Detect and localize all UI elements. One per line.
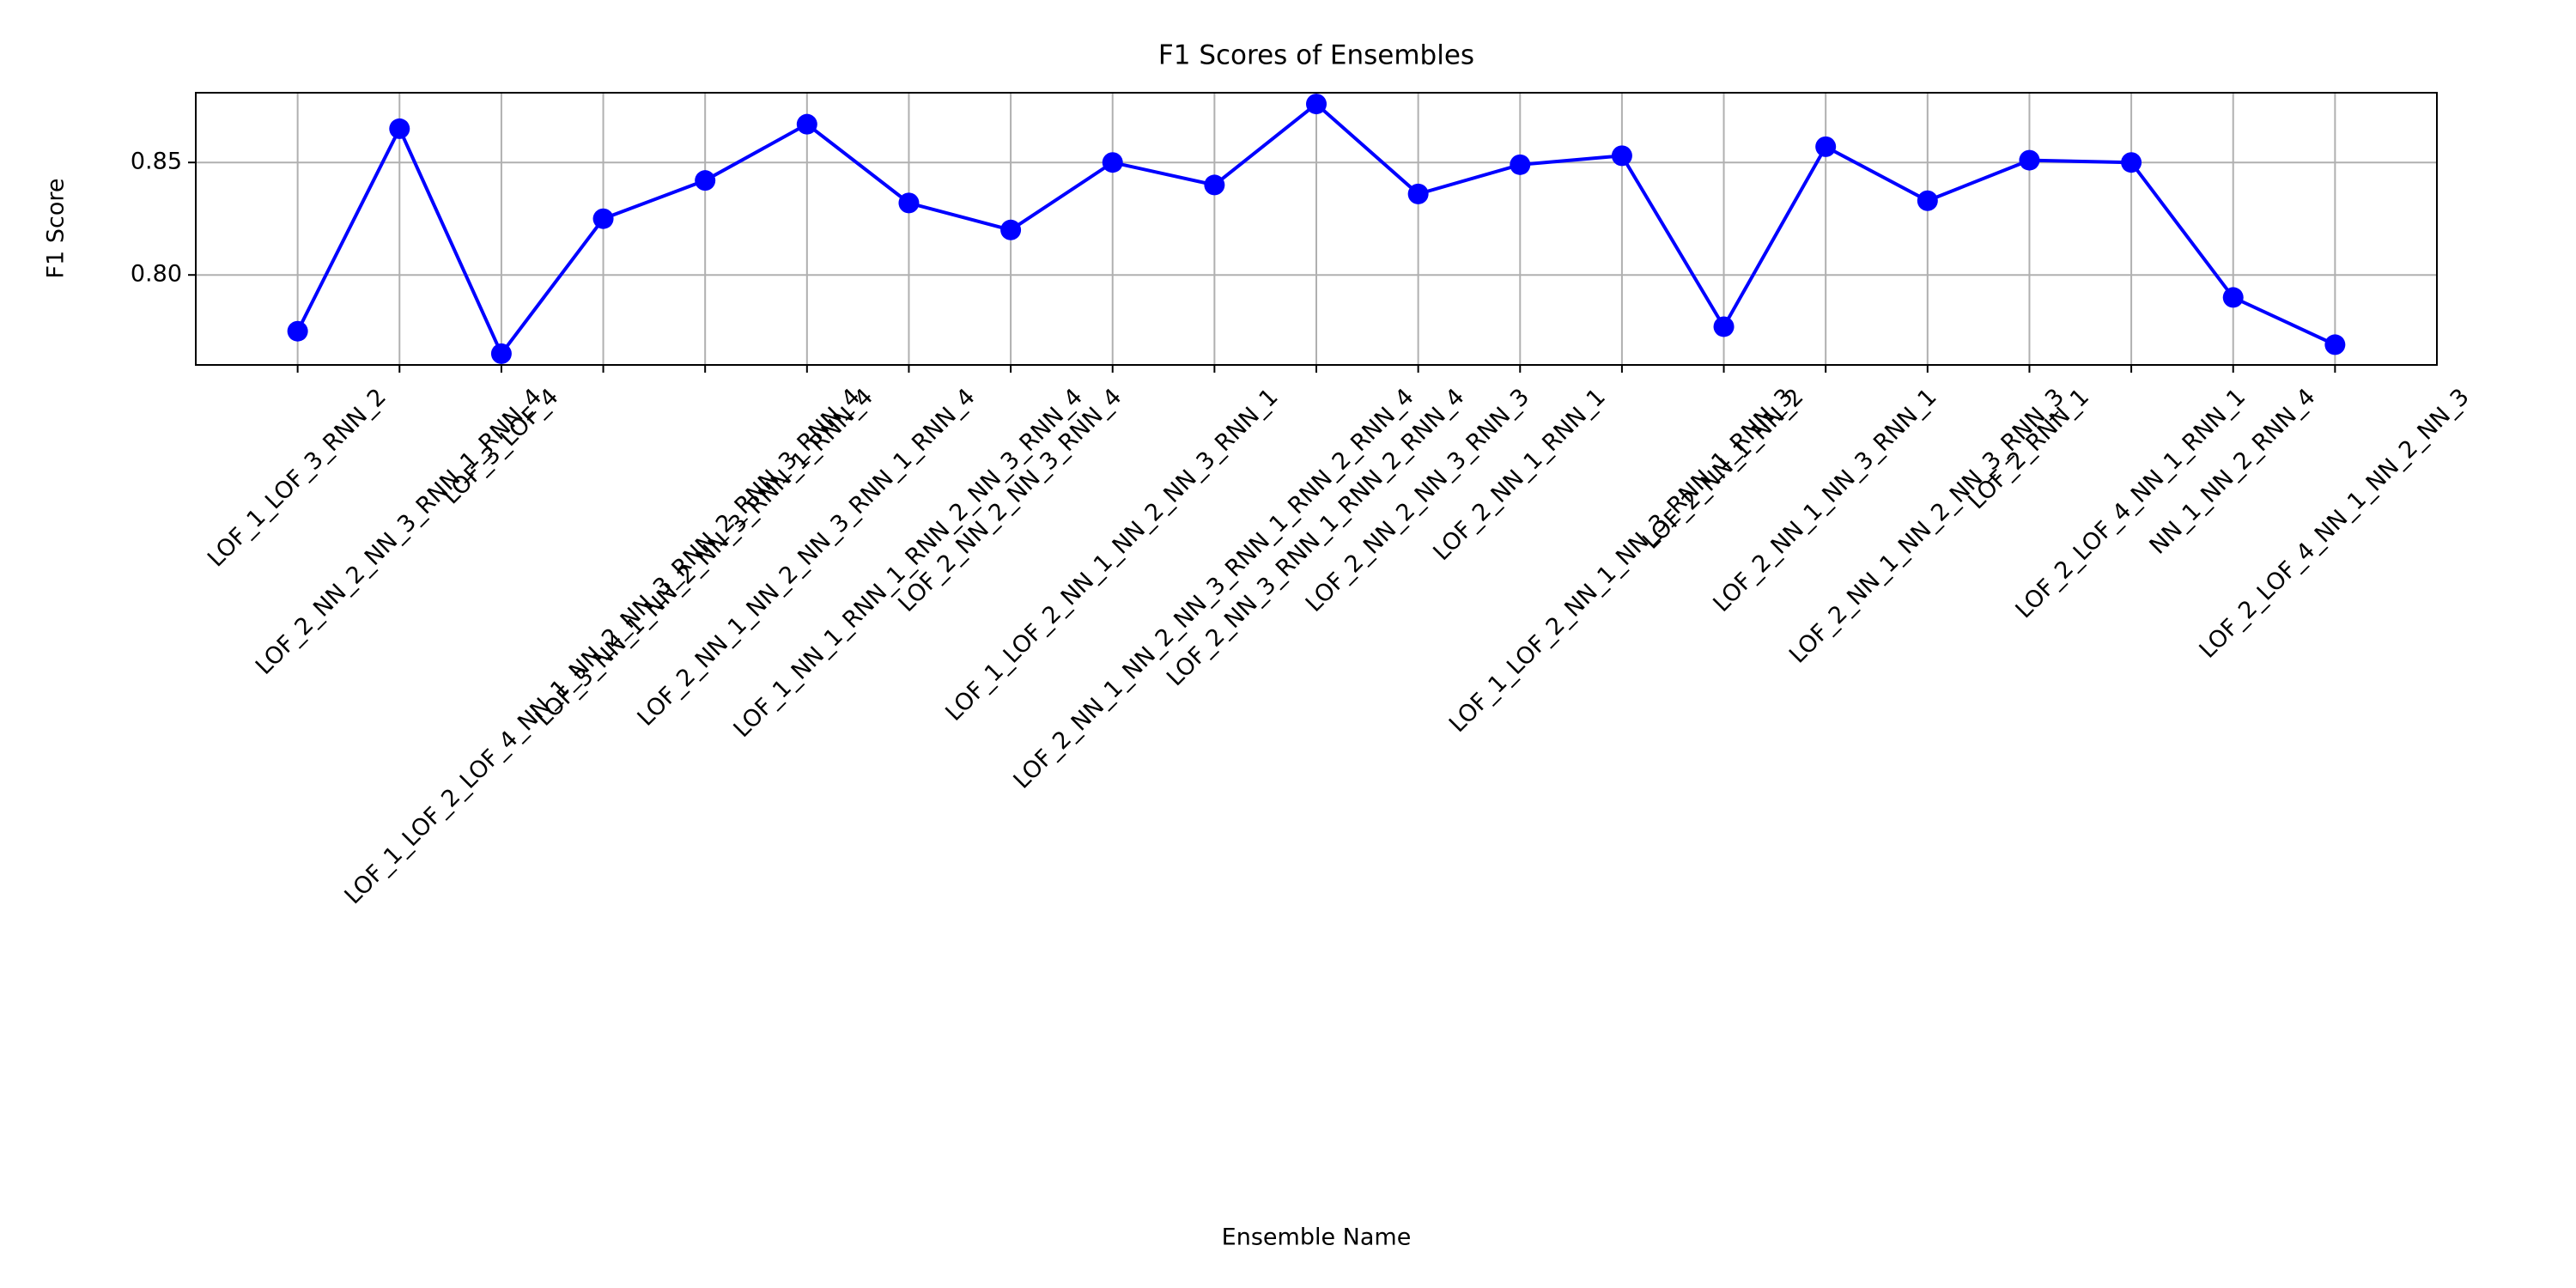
marker [592, 208, 614, 229]
chart-title: F1 Scores of Ensembles [1158, 40, 1474, 71]
marker [1917, 190, 1938, 211]
marker [1306, 94, 1327, 115]
marker [695, 170, 716, 191]
plot-frame [195, 92, 2438, 366]
marker [2019, 149, 2040, 171]
marker [1611, 145, 1632, 167]
x-tick-label: LOF_2_NN_3_RNN_1_RNN_2_RNN_4 [1162, 384, 1470, 692]
x-tick-label: LOF_2_NN_1_NN_2_NN_3_RNN_3 [1784, 384, 2069, 669]
marker [1407, 183, 1429, 204]
x-tick-label: LOF_1_LOF_3_RNN_2 [203, 384, 392, 573]
y-tick-label: 0.85 [131, 149, 182, 175]
marker [2222, 287, 2244, 308]
marker [490, 343, 512, 364]
marker [2121, 152, 2142, 173]
marker [1815, 136, 1837, 157]
marker [1713, 316, 1735, 337]
marker [287, 320, 308, 342]
x-tick-label: LOF_3_LOF_4 [438, 384, 564, 510]
y-tick-label: 0.80 [131, 261, 182, 288]
marker [389, 118, 410, 139]
marker [1102, 152, 1123, 173]
x-tick-label: LOF_2_LOF_4_NN_1_NN_2_NN_3 [2195, 384, 2475, 664]
marker [1510, 154, 1531, 175]
x-tick-label: LOF_2_RNN_1 [1963, 384, 2094, 515]
marker [796, 113, 817, 135]
marker [1204, 174, 1225, 196]
marker [898, 192, 920, 214]
x-tick-label: LOF_2_NN_1_NN_3_RNN_1 [1708, 384, 1941, 617]
marker [2324, 334, 2346, 355]
y-axis-label: F1 Score [43, 179, 70, 279]
x-tick-label: LOF_3_NN_1_NN_2_NN_3_RNN_1_RNN_4 [531, 384, 878, 732]
x-axis-label: Ensemble Name [1222, 1224, 1412, 1251]
marker [1000, 219, 1022, 240]
